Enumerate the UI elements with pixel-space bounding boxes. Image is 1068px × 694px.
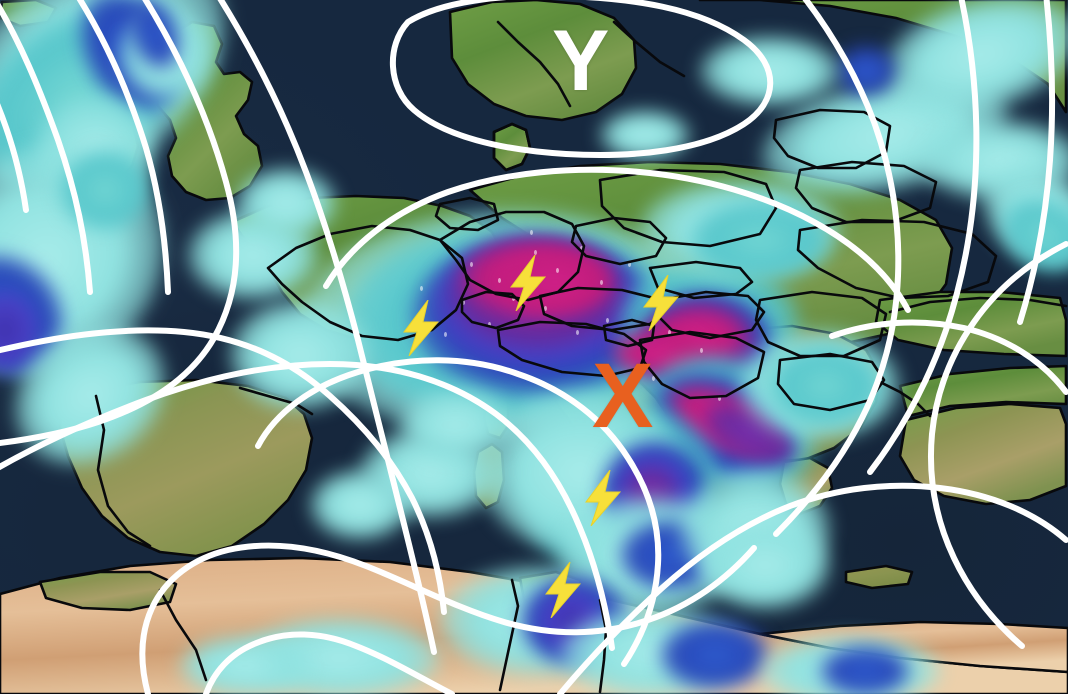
low-pressure-label-y: Y [552,13,610,109]
storm-marker-x: X [592,345,654,447]
